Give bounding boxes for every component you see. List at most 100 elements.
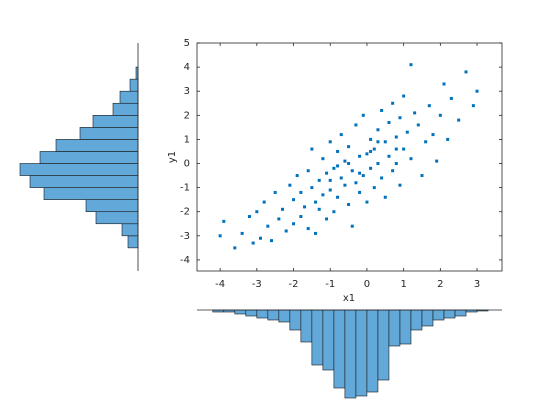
x-hist-bar	[388, 309, 401, 347]
point	[332, 166, 336, 170]
point	[299, 215, 303, 219]
y-hist-bar	[19, 163, 139, 176]
point	[310, 186, 314, 190]
x-tick-label: -1	[325, 279, 335, 290]
y-hist-bar	[121, 223, 139, 237]
x-hist-bar	[399, 309, 412, 345]
point	[247, 215, 251, 219]
point	[358, 171, 362, 175]
x-tick-label: -2	[289, 279, 299, 290]
x-hist-bar	[267, 309, 280, 321]
point	[372, 186, 376, 190]
y-axis-label: y1	[167, 151, 178, 163]
y-tick-label: 4	[184, 62, 190, 73]
y-hist-bar	[127, 235, 139, 249]
x-hist-bar	[366, 309, 379, 393]
x-hist-bar	[311, 309, 324, 366]
point	[277, 217, 281, 221]
point	[325, 217, 329, 221]
point	[420, 174, 424, 178]
point	[336, 149, 340, 153]
x-hist-bar	[432, 309, 445, 321]
point	[391, 169, 395, 173]
y-tick-label: 5	[184, 38, 190, 49]
point	[350, 224, 354, 228]
point	[398, 116, 402, 120]
point	[255, 210, 259, 214]
y-tick-label: 0	[184, 159, 190, 170]
point	[251, 241, 255, 245]
point	[424, 140, 428, 144]
point	[354, 181, 358, 185]
point	[475, 89, 479, 93]
point	[336, 195, 340, 199]
point	[258, 236, 262, 240]
point	[358, 190, 362, 194]
y-tick-label: -3	[180, 231, 190, 242]
point	[321, 157, 325, 161]
point	[409, 63, 413, 67]
x-hist-bar	[344, 309, 357, 399]
point	[266, 224, 270, 228]
point	[347, 145, 351, 149]
x-tick-label: 2	[437, 279, 443, 290]
point	[369, 166, 373, 170]
point	[358, 154, 362, 158]
y-hist-bar	[85, 199, 139, 213]
point	[361, 113, 365, 117]
point	[361, 174, 365, 178]
point	[303, 205, 307, 209]
x-hist-bar	[454, 309, 467, 317]
point	[332, 210, 336, 214]
point	[233, 246, 237, 250]
point	[402, 147, 406, 151]
point	[369, 137, 373, 141]
point	[427, 104, 431, 108]
point	[369, 149, 373, 153]
point	[328, 188, 332, 192]
point	[222, 219, 226, 223]
x-hist-bar	[256, 309, 269, 319]
y-hist-bar	[112, 102, 139, 116]
x-tick-label: -4	[215, 279, 225, 290]
x-axis-label: x1	[343, 293, 355, 304]
point	[383, 140, 387, 144]
x-hist-bar	[421, 309, 434, 327]
point	[317, 178, 321, 182]
point	[321, 193, 325, 197]
x-hist-bar	[443, 309, 456, 319]
point	[328, 140, 332, 144]
point	[376, 128, 380, 132]
point	[413, 111, 417, 115]
x-hist-bar	[289, 309, 302, 331]
point	[306, 227, 310, 231]
y-tick-label: 3	[184, 86, 190, 97]
point	[398, 183, 402, 187]
y-tick-label: -2	[180, 207, 190, 218]
point	[431, 133, 435, 137]
x-hist-bar	[333, 309, 346, 389]
point	[343, 159, 347, 163]
point	[372, 147, 376, 151]
point	[284, 229, 288, 233]
plot-frame	[196, 42, 503, 272]
x-hist-bar	[245, 309, 258, 317]
x-hist-bar	[322, 309, 335, 371]
point	[365, 152, 369, 156]
point	[394, 147, 398, 151]
y-hist-bar	[79, 127, 139, 140]
x-tick-label: 1	[400, 279, 406, 290]
y-tick-label: -1	[180, 183, 190, 194]
point	[394, 135, 398, 139]
y-tick-label: 2	[184, 110, 190, 121]
point	[218, 234, 222, 238]
point	[347, 202, 351, 206]
point	[380, 176, 384, 180]
point	[317, 207, 321, 211]
point	[240, 231, 244, 235]
point	[394, 162, 398, 166]
y-tick-label: 1	[184, 134, 190, 145]
y-tick-label: -4	[180, 255, 190, 266]
y-hist-bar	[119, 90, 139, 104]
